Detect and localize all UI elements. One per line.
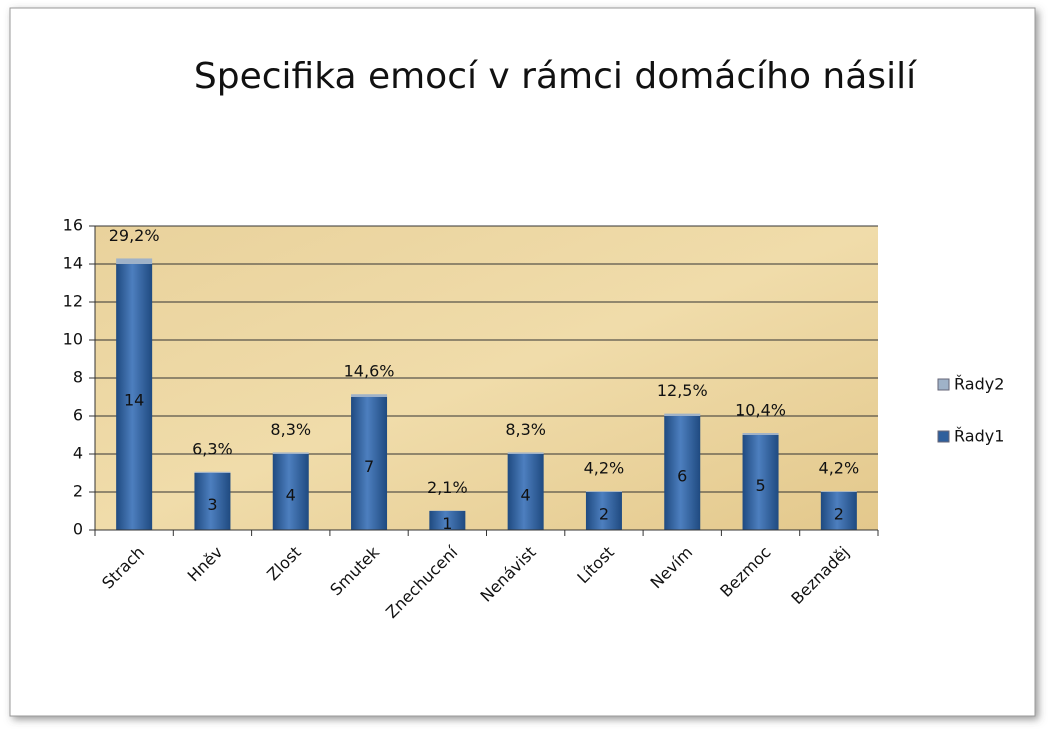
data-label: 4,2% — [584, 459, 625, 478]
bar — [273, 452, 309, 454]
data-label: 2 — [599, 505, 609, 524]
data-label: 7 — [364, 457, 374, 476]
legend-label: Řady1 — [954, 427, 1004, 446]
data-label: 14 — [124, 391, 144, 410]
data-label: 2,1% — [427, 478, 468, 497]
legend-swatch — [938, 431, 949, 442]
data-label: 5 — [755, 476, 765, 495]
data-label: 10,4% — [735, 401, 786, 420]
data-label: 29,2% — [109, 226, 160, 245]
chart-title: Specifika emocí v rámci domácího násilí — [194, 56, 917, 97]
bar — [664, 414, 700, 416]
y-tick-label: 6 — [73, 406, 83, 425]
bar — [194, 472, 230, 473]
y-tick-label: 14 — [63, 254, 83, 273]
bar — [508, 452, 544, 454]
legend-label: Řady2 — [954, 375, 1004, 394]
data-label: 12,5% — [657, 381, 708, 400]
bar — [743, 433, 779, 435]
y-tick-label: 16 — [63, 216, 83, 235]
data-label: 14,6% — [344, 362, 395, 381]
data-label: 4 — [521, 486, 531, 505]
data-label: 6,3% — [192, 439, 233, 458]
y-tick-label: 0 — [73, 520, 83, 539]
bar — [586, 491, 622, 492]
data-label: 8,3% — [505, 420, 546, 439]
data-label: 4 — [286, 486, 296, 505]
data-label: 3 — [207, 495, 217, 514]
bar — [821, 491, 857, 492]
y-tick-label: 8 — [73, 368, 83, 387]
data-label: 2 — [834, 505, 844, 524]
data-label: 4,2% — [819, 459, 860, 478]
y-tick-label: 12 — [63, 292, 83, 311]
y-tick-label: 4 — [73, 444, 83, 463]
data-label: 6 — [677, 467, 687, 486]
y-tick-label: 10 — [63, 330, 83, 349]
bar — [116, 258, 152, 264]
legend-swatch — [938, 379, 949, 390]
bar — [351, 394, 387, 397]
data-label: 8,3% — [270, 420, 311, 439]
y-tick-label: 2 — [73, 482, 83, 501]
